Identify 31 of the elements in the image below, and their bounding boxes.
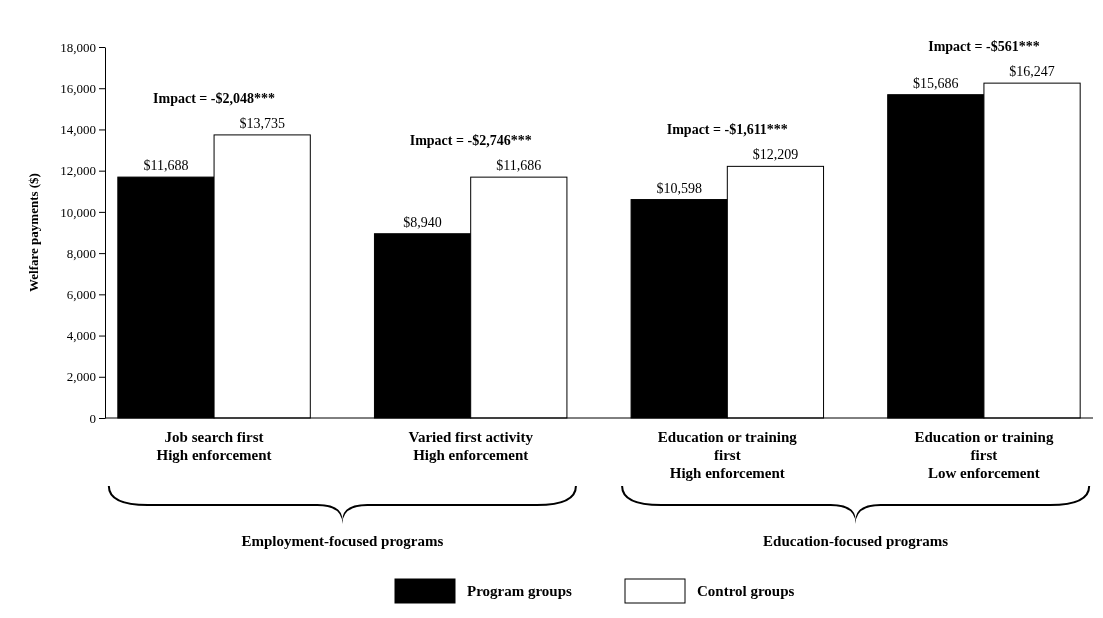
y-tick-label: 0 xyxy=(89,410,96,426)
data-label: $10,598 xyxy=(656,180,702,196)
x-tick-label: Varied first activity High enforcement xyxy=(408,429,534,463)
text: Employment-focused programs xyxy=(241,533,444,549)
y-tick-label: 14,000 xyxy=(60,122,96,138)
x-tick-label: Education or training first High enforcement xyxy=(657,429,798,481)
data-label: $13,735 xyxy=(239,115,285,131)
y-tick-label: 16,000 xyxy=(60,80,96,96)
data-label: $11,688 xyxy=(143,158,189,174)
data-label: $12,209 xyxy=(752,147,799,163)
data-label: $15,686 xyxy=(913,75,959,91)
annotation: Impact = -$1,611*** xyxy=(666,122,788,138)
annotation: Impact = -$2,746*** xyxy=(409,133,532,149)
legend-label: Program groups xyxy=(467,583,573,599)
y-tick-label: 4,000 xyxy=(66,328,96,344)
y-tick-label: 2,000 xyxy=(66,369,96,385)
y-axis-title: Welfare payments ($) xyxy=(26,173,41,292)
data-label: $16,247 xyxy=(1009,64,1055,80)
legend-label: Control groups xyxy=(697,583,795,599)
annotation: Impact = -$2,048*** xyxy=(153,90,276,106)
x-tick-label: Education or training first Low enforcement xyxy=(914,429,1054,481)
annotation: Impact = -$561*** xyxy=(928,39,1040,55)
data-label: $8,940 xyxy=(403,214,442,230)
text: Education-focused programs xyxy=(763,533,949,549)
y-tick-label: 10,000 xyxy=(60,204,96,220)
y-tick-label: 8,000 xyxy=(66,245,96,261)
y-tick-label: 12,000 xyxy=(60,163,96,179)
y-tick-label: 18,000 xyxy=(60,39,96,55)
data-label: $11,686 xyxy=(496,158,542,174)
y-tick-label: 6,000 xyxy=(66,286,96,302)
x-tick-label: Job search first High enforcement xyxy=(156,429,272,463)
